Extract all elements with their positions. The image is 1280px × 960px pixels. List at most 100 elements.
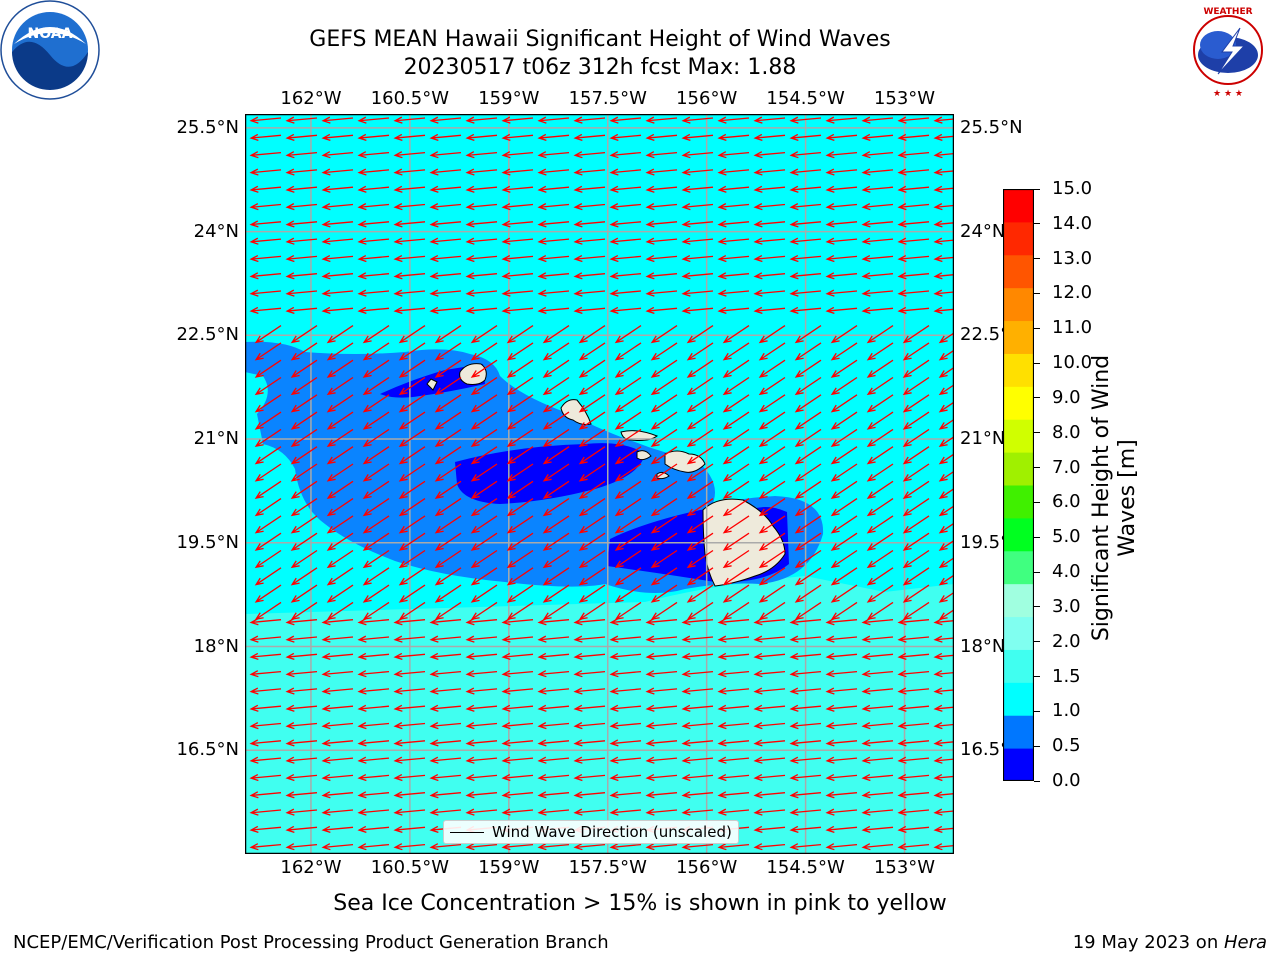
wave-direction-arrow bbox=[614, 584, 642, 603]
land-kahoolawe bbox=[656, 471, 670, 480]
wave-direction-arrow bbox=[573, 722, 606, 730]
wave-direction-arrow bbox=[753, 203, 786, 211]
wave-direction-arrow bbox=[362, 515, 390, 534]
wave-direction-arrow bbox=[938, 453, 954, 465]
wave-direction-arrow bbox=[357, 116, 390, 124]
wave-direction-arrow bbox=[825, 254, 858, 263]
wave-direction-arrow bbox=[578, 342, 606, 361]
wave-direction-arrow bbox=[326, 325, 354, 344]
wave-direction-arrow bbox=[902, 411, 930, 430]
wave-direction-arrow bbox=[609, 652, 642, 661]
wave-direction-arrow bbox=[717, 791, 750, 799]
wave-direction-arrow bbox=[933, 652, 954, 661]
wave-direction-arrow bbox=[321, 756, 354, 764]
lat-tick-left: 21°N bbox=[193, 428, 239, 450]
wave-direction-arrow bbox=[393, 704, 426, 712]
wave-direction-arrow bbox=[686, 515, 714, 534]
wave-direction-arrow bbox=[789, 808, 822, 816]
map-panel bbox=[245, 114, 954, 854]
wave-direction-arrow bbox=[794, 325, 822, 344]
wave-direction-arrow bbox=[573, 635, 606, 643]
wave-direction-arrow bbox=[357, 652, 390, 661]
wave-direction-arrow bbox=[434, 394, 462, 413]
wave-direction-arrow bbox=[825, 237, 858, 245]
wave-direction-arrow bbox=[578, 359, 606, 378]
wave-direction-arrow bbox=[573, 151, 606, 159]
wave-direction-arrow bbox=[249, 133, 282, 142]
wave-direction-arrow bbox=[537, 116, 570, 124]
wave-direction-arrow bbox=[501, 254, 534, 263]
colorbar-segment bbox=[1003, 583, 1034, 618]
wave-direction-arrow bbox=[429, 254, 462, 263]
wave-direction-arrow bbox=[537, 704, 570, 712]
wave-direction-arrow bbox=[321, 670, 354, 678]
wave-direction-arrow bbox=[357, 151, 390, 159]
wave-direction-arrow bbox=[326, 463, 354, 482]
lon-tick-bottom: 153°W bbox=[873, 857, 936, 878]
wave-direction-arrow bbox=[645, 254, 678, 263]
wave-direction-arrow bbox=[897, 825, 930, 834]
wave-direction-arrow bbox=[717, 151, 750, 159]
wave-direction-arrow bbox=[681, 722, 714, 730]
wave-direction-arrow bbox=[830, 584, 858, 603]
colorbar-tick-mark bbox=[1034, 292, 1040, 294]
wave-direction-arrow bbox=[645, 773, 678, 782]
wave-direction-arrow bbox=[398, 446, 426, 465]
wave-direction-arrow bbox=[686, 325, 714, 344]
wave-direction-arrow bbox=[429, 272, 462, 280]
wave-direction-arrow bbox=[650, 428, 678, 448]
colorbar-tick-mark bbox=[1034, 676, 1040, 678]
wave-direction-arrow bbox=[758, 498, 786, 517]
wave-direction-arrow bbox=[542, 359, 570, 378]
map-legend: Wind Wave Direction (unscaled) bbox=[443, 820, 739, 844]
wave-direction-arrow bbox=[537, 272, 570, 280]
wave-direction-arrow bbox=[794, 584, 822, 603]
wave-direction-arrow bbox=[717, 652, 750, 661]
wave-direction-arrow bbox=[753, 773, 786, 782]
wave-direction-arrow bbox=[506, 584, 534, 603]
wave-direction-arrow bbox=[753, 220, 786, 228]
wave-direction-arrow bbox=[362, 428, 390, 448]
wave-direction-arrow bbox=[753, 808, 786, 816]
wave-direction-arrow bbox=[429, 704, 462, 712]
wave-direction-arrow bbox=[722, 446, 750, 465]
wave-direction-arrow bbox=[753, 687, 786, 695]
wave-direction-arrow bbox=[254, 567, 282, 586]
wave-direction-arrow bbox=[830, 325, 858, 344]
wave-direction-arrow bbox=[645, 722, 678, 730]
wave-direction-arrow bbox=[938, 401, 954, 413]
wave-direction-arrow bbox=[326, 567, 354, 586]
wave-direction-arrow bbox=[789, 168, 822, 176]
colorbar-tick-label: 14.0 bbox=[1052, 212, 1093, 234]
wave-direction-arrow bbox=[866, 567, 894, 586]
wave-direction-arrow bbox=[434, 584, 462, 603]
wave-direction-arrow bbox=[465, 773, 498, 782]
wave-direction-arrow bbox=[681, 843, 714, 851]
wave-direction-arrow bbox=[717, 756, 750, 764]
wave-direction-arrow bbox=[357, 704, 390, 712]
wave-direction-arrow bbox=[686, 428, 714, 448]
wave-direction-arrow bbox=[393, 203, 426, 211]
wave-direction-arrow bbox=[614, 567, 642, 586]
wave-direction-arrow bbox=[501, 670, 534, 678]
wave-direction-arrow bbox=[537, 203, 570, 211]
wave-direction-arrow bbox=[861, 687, 894, 695]
wave-direction-arrow bbox=[609, 739, 642, 747]
colorbar-segment bbox=[1003, 715, 1034, 749]
wave-direction-arrow bbox=[578, 567, 606, 586]
wave-direction-arrow bbox=[285, 825, 318, 834]
wave-direction-arrow bbox=[686, 567, 714, 586]
wave-direction-arrow bbox=[861, 272, 894, 280]
wave-direction-arrow bbox=[357, 739, 390, 747]
wave-direction-arrow bbox=[501, 116, 534, 124]
wave-direction-arrow bbox=[465, 168, 498, 176]
wave-direction-arrow bbox=[542, 325, 570, 344]
wave-direction-arrow bbox=[789, 687, 822, 695]
wave-direction-arrow bbox=[794, 498, 822, 517]
wave-direction-arrow bbox=[897, 185, 930, 193]
wave-direction-arrow bbox=[254, 498, 282, 517]
wave-direction-arrow bbox=[650, 549, 678, 569]
wave-direction-arrow bbox=[321, 133, 354, 142]
wave-direction-arrow bbox=[501, 843, 534, 851]
wave-direction-arrow bbox=[398, 480, 426, 499]
